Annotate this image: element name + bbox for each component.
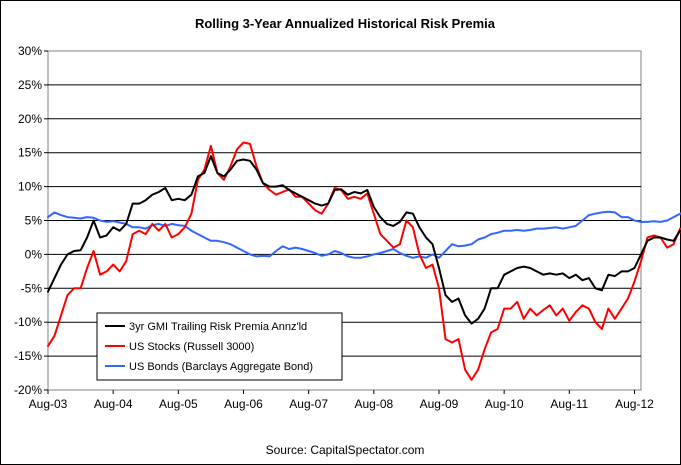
x-tick-label: Aug-03 [29,397,68,411]
series-lines [47,141,681,381]
y-tick-label: -10% [14,315,42,329]
legend-label: US Bonds (Barclays Aggregate Bond) [129,361,313,373]
x-tick-label: Aug-06 [224,397,263,411]
y-tick-label: 25% [18,78,42,92]
x-tick-label: Aug-12 [615,397,654,411]
chart-title: Rolling 3-Year Annualized Historical Ris… [195,16,496,31]
series-line-1 [47,141,681,381]
series-line-2 [47,210,681,259]
y-axis-ticks: 30% 25% 20% 15% 10% 5% 0% -5% -10% -15% -20% [14,44,48,397]
legend: 3yr GMI Trailing Risk Premia Annz'ld US S… [96,312,343,381]
y-tick-label: -15% [14,349,42,363]
source-note: Source: CapitalSpectator.com [266,443,425,457]
y-tick-label: -20% [14,383,42,397]
y-tick-label: -5% [21,281,43,295]
series-line-0 [47,155,681,325]
y-tick-label: 20% [18,112,42,126]
y-tick-label: 30% [18,44,42,58]
y-tick-label: 5% [25,214,43,228]
x-tick-label: Aug-11 [550,397,588,411]
legend-label: US Stocks (Russell 3000) [129,341,254,353]
x-tick-label: Aug-09 [420,397,459,411]
legend-box [96,312,343,381]
y-tick-label: 15% [18,146,42,160]
x-tick-label: Aug-07 [289,397,328,411]
y-tick-label: 0% [25,247,43,261]
x-axis-ticks: Aug-03 Aug-04 Aug-05 Aug-06 Aug-07 Aug-08 Aug-… [29,390,654,411]
y-tick-label: 10% [18,180,42,194]
legend-label: 3yr GMI Trailing Risk Premia Annz'ld [129,321,307,333]
x-tick-label: Aug-05 [159,397,198,411]
x-tick-label: Aug-08 [354,397,393,411]
gridlines [48,84,641,357]
x-tick-label: Aug-10 [485,397,524,411]
x-tick-label: Aug-04 [94,397,133,411]
